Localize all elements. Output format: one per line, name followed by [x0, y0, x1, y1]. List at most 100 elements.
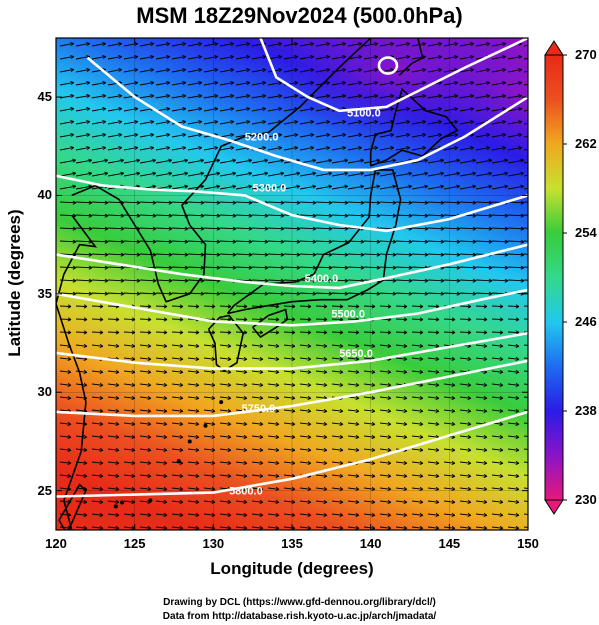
wind-arrow-head — [134, 106, 139, 112]
wind-arrow — [251, 500, 263, 503]
wind-arrow — [171, 344, 183, 347]
wind-arrow-head — [211, 421, 216, 427]
wind-arrow — [315, 500, 327, 503]
wind-arrow — [523, 370, 528, 372]
wind-arrow-head — [344, 171, 349, 176]
wind-arrow-head — [451, 499, 456, 505]
wind-arrow-head — [264, 171, 269, 176]
wind-arrow-head — [435, 395, 440, 401]
wind-arrow-head — [227, 408, 232, 414]
wind-arrow — [331, 474, 343, 477]
wind-arrow — [171, 305, 184, 307]
wind-arrow — [123, 357, 135, 360]
wind-arrow-head — [344, 278, 349, 283]
wind-arrow — [59, 201, 77, 204]
wind-arrow-head — [163, 473, 168, 479]
wind-arrow-head — [374, 80, 379, 86]
wind-arrow — [523, 83, 528, 86]
wind-arrow — [411, 422, 423, 425]
wind-arrow-head — [424, 278, 429, 283]
wind-arrow — [315, 279, 333, 282]
wind-arrow — [331, 383, 343, 386]
wind-arrow — [315, 185, 332, 190]
wind-arrow-head — [360, 171, 365, 176]
wind-arrow — [235, 396, 247, 399]
wind-arrow — [475, 227, 493, 230]
wind-arrow-head — [147, 460, 152, 466]
wind-arrow — [507, 227, 525, 230]
wind-arrow — [155, 500, 167, 503]
wind-arrow-head — [387, 525, 392, 530]
wind-arrow — [171, 500, 183, 503]
wind-arrow — [283, 69, 298, 73]
wind-arrow-head — [467, 512, 472, 518]
wind-arrow — [491, 121, 506, 125]
wind-arrow — [379, 435, 391, 438]
wind-arrow-head — [310, 119, 315, 125]
wind-arrow-head — [264, 278, 269, 283]
wind-arrow — [507, 396, 519, 399]
wind-arrow — [315, 201, 333, 204]
wind-arrow-head — [515, 421, 520, 427]
wind-arrow — [251, 266, 269, 269]
wind-arrow-head — [360, 184, 365, 189]
wind-arrow-head — [504, 239, 509, 244]
wind-arrow — [427, 134, 442, 138]
wind-arrow — [363, 370, 375, 373]
wind-arrow — [299, 370, 311, 373]
wind-arrow-head — [344, 158, 349, 163]
wind-arrow-head — [262, 67, 267, 73]
wind-arrow — [491, 526, 503, 529]
contour-label: 5400.0 — [305, 273, 339, 285]
wind-arrow — [299, 56, 314, 60]
wind-arrow-head — [515, 395, 520, 401]
wind-arrow-head — [67, 369, 72, 375]
x-tick-label: 130 — [202, 536, 225, 551]
wind-arrow-head — [248, 226, 253, 231]
wind-arrow-head — [403, 395, 408, 401]
wind-arrow-head — [70, 119, 75, 125]
wind-arrow-head — [291, 486, 296, 492]
wind-arrow-head — [150, 67, 155, 73]
wind-arrow — [59, 370, 71, 373]
wind-arrow-head — [387, 408, 392, 414]
wind-arrow — [123, 279, 141, 282]
wind-arrow — [443, 448, 455, 451]
wind-arrow — [331, 526, 343, 529]
wind-arrow-head — [86, 41, 91, 47]
wind-arrow-head — [179, 369, 184, 375]
wind-arrow — [507, 461, 519, 464]
wind-arrow — [475, 357, 487, 360]
wind-arrow — [123, 435, 135, 438]
wind-arrow — [283, 56, 298, 60]
wind-arrow — [59, 121, 74, 125]
wind-arrow — [459, 82, 474, 86]
wind-arrow — [363, 500, 375, 503]
wind-arrow — [235, 435, 247, 438]
wind-arrow — [91, 253, 109, 256]
wind-arrow — [283, 108, 298, 112]
wind-arrow — [171, 240, 189, 243]
wind-arrow — [395, 422, 407, 425]
wind-arrow — [347, 526, 359, 529]
wind-arrow-head — [163, 330, 168, 335]
wind-arrow — [299, 147, 314, 151]
wind-arrow — [171, 159, 188, 164]
wind-arrow — [347, 201, 365, 204]
wind-arrow — [331, 185, 348, 190]
wind-arrow — [75, 318, 88, 320]
wind-arrow — [107, 500, 119, 503]
wind-arrow-head — [163, 395, 168, 401]
wind-arrow — [123, 159, 140, 164]
wind-arrow-head — [296, 184, 301, 189]
wind-arrow — [427, 461, 439, 464]
wind-arrow — [363, 435, 375, 438]
wind-arrow-head — [184, 278, 189, 283]
wind-arrow-head — [67, 382, 72, 388]
wind-arrow-head — [470, 145, 475, 151]
wind-arrow — [331, 318, 344, 320]
wind-arrow — [219, 134, 234, 138]
wind-arrow-head — [422, 132, 427, 138]
wind-arrow-head — [118, 145, 123, 151]
wind-arrow — [251, 461, 263, 464]
